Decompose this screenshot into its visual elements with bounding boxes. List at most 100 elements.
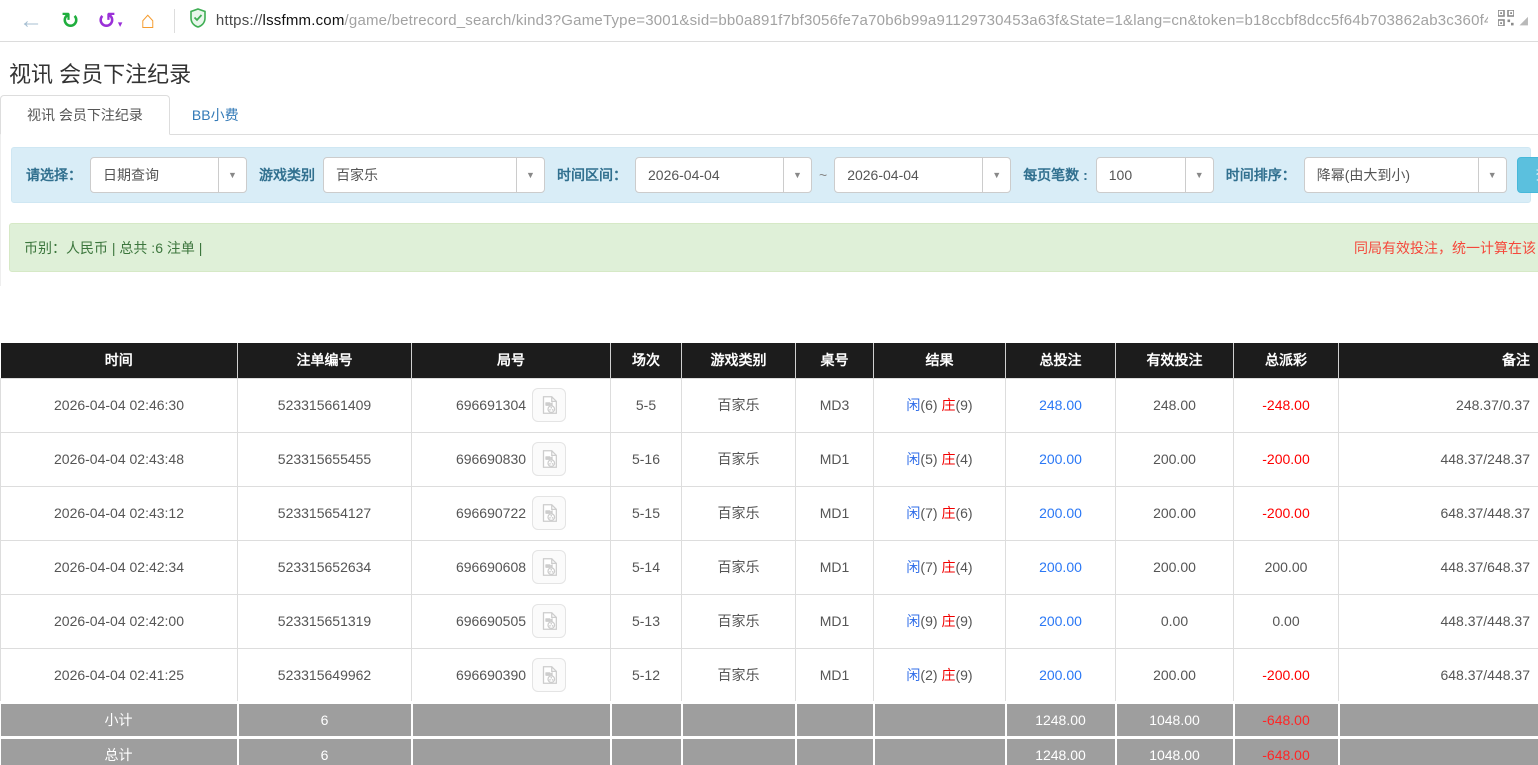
video-replay-button[interactable] [532,496,567,530]
summary-bar: 币别：人民币 | 总共 :6 注单 | 同局有效投注，统一计算在该 [9,223,1538,272]
tab-bet-records[interactable]: 视讯 会员下注纪录 [0,95,170,135]
bet-no-cell: 523315654127 [237,485,412,541]
col-header-bet-no: 注单编号 [237,343,412,378]
result-cell: 闲(2) 庄(9) [873,647,1006,703]
total-bet-link[interactable]: 200.00 [1039,613,1082,629]
page-title: 视讯 会员下注纪录 [9,62,192,87]
video-file-icon [542,450,558,468]
summary-label-cell: 总计 [0,735,239,765]
total-bet-link[interactable]: 200.00 [1039,505,1082,521]
table-row: 2026-04-04 02:41:25 523315649962 6966903… [0,647,1538,703]
browser-toolbar: ← ↻ ↺ ▾ ⌂ https://lssfmm.com/game/betreco… [0,0,1538,42]
total-bet-cell: 200.00 [1005,539,1116,595]
col-header-result: 结果 [873,343,1006,378]
total-bet-link[interactable]: 200.00 [1039,451,1082,467]
time-cell: 2026-04-04 02:41:25 [0,647,238,703]
round-no-cell: 696691304 [411,377,611,433]
total-bet-link[interactable]: 248.00 [1039,397,1082,413]
bet-records-table: 时间 注单编号 局号 场次 游戏类别 桌号 结果 总投注 有效投注 总派彩 备注… [0,343,1538,765]
banker-result: 庄 [941,666,956,683]
table-header-row: 时间 注单编号 局号 场次 游戏类别 桌号 结果 总投注 有效投注 总派彩 备注 [0,343,1538,378]
session-cell: 5-12 [610,647,682,703]
clipped-corner-icon: ◢ [1519,15,1528,27]
player-result: 闲 [906,397,921,413]
video-replay-button[interactable] [532,604,567,638]
url-path: /game/betrecord_search/kind3?GameType=30… [344,12,1488,29]
round-no-text: 696690390 [455,666,527,683]
tab-panel: 请选择： 日期查询 ▼ 游戏类别 百家乐 ▼ 时间区间： 2026-04-04 … [0,135,1538,286]
qr-code-icon[interactable] [1496,9,1515,31]
date-from-value: 2026-04-04 [648,167,720,183]
query-mode-select[interactable]: 日期查询 ▼ [90,157,247,193]
payout-cell: -248.00 [1233,377,1339,433]
undo-arrow-icon: ↺ [97,7,116,33]
search-button[interactable]: 查询 [1516,157,1538,193]
valid-bet-cell: 200.00 [1115,647,1234,703]
video-replay-button[interactable] [532,657,567,692]
total-bet-cell: 200.00 [1005,485,1116,541]
query-mode-value: 日期查询 [103,167,159,183]
bet-no-cell: 523315661409 [237,377,412,433]
banker-result: 庄 [941,451,956,467]
query-mode-label: 请选择： [26,167,82,183]
table-row: 2026-04-04 02:46:30 523315661409 6966913… [0,377,1538,433]
video-file-icon [542,612,558,630]
undo-icon[interactable]: ↺ ▾ [97,7,123,33]
video-file-icon [542,558,558,576]
video-replay-button[interactable] [532,388,567,422]
refresh-icon[interactable]: ↻ [61,7,80,33]
security-shield-icon [189,8,207,33]
game-type-label: 游戏类别 [259,167,315,183]
col-header-payout: 总派彩 [1233,343,1339,378]
player-result: 闲 [906,505,921,521]
summary-total-bet-cell: 1248.00 [1005,700,1117,737]
video-replay-button[interactable] [532,550,567,584]
chevron-down-icon[interactable]: ▼ [218,158,246,192]
date-to-select[interactable]: 2026-04-04 ▼ [834,157,1012,193]
chevron-down-icon[interactable]: ▼ [982,158,1010,192]
tab-bb-tip[interactable]: BB小费 [191,107,239,123]
payout-cell: 0.00 [1233,593,1339,649]
date-to-value: 2026-04-04 [847,167,919,183]
summary-valid-bet-cell: 1048.00 [1115,700,1235,737]
address-bar[interactable]: https://lssfmm.com/game/betrecord_search… [185,8,1488,33]
result-cell: 闲(7) 庄(4) [873,539,1006,595]
home-icon[interactable]: ⌂ [140,6,155,34]
game-type-cell: 百家乐 [681,431,796,487]
back-icon[interactable]: ← [19,6,43,34]
sort-select[interactable]: 降幂(由大到小) ▼ [1303,157,1507,193]
game-type-cell: 百家乐 [681,377,796,433]
per-page-select[interactable]: 100 ▼ [1095,157,1214,193]
per-page-label: 每页笔数 : [1023,167,1088,183]
video-replay-button[interactable] [532,442,567,476]
time-cell: 2026-04-04 02:46:30 [0,377,238,433]
total-bet-link[interactable]: 200.00 [1039,666,1082,683]
bet-records-table-wrap: 时间 注单编号 局号 场次 游戏类别 桌号 结果 总投注 有效投注 总派彩 备注… [0,343,1538,765]
chevron-down-icon[interactable]: ▼ [516,158,544,192]
table-no-cell: MD1 [795,431,874,487]
chevron-down-icon[interactable]: ▼ [1184,158,1213,192]
date-from-select[interactable]: 2026-04-04 ▼ [635,157,812,193]
video-file-icon [542,396,558,414]
summary-count-cell: 6 [237,700,413,737]
undo-dropdown-caret-icon[interactable]: ▾ [117,18,123,29]
video-file-icon [542,665,558,684]
chevron-down-icon[interactable]: ▼ [783,158,811,192]
url-text[interactable]: https://lssfmm.com/game/betrecord_search… [216,12,1488,29]
bet-no-cell: 523315655455 [237,431,412,487]
remark-cell: 448.37/648.37 [1338,539,1538,595]
player-result: 闲 [906,451,921,467]
valid-bet-cell: 200.00 [1115,539,1234,595]
chevron-down-icon[interactable]: ▼ [1477,158,1506,192]
total-bet-link[interactable]: 200.00 [1039,559,1082,575]
session-cell: 5-13 [610,593,682,649]
player-result: 闲 [906,613,921,629]
col-header-time: 时间 [0,343,238,378]
result-cell: 闲(5) 庄(4) [873,431,1006,487]
table-row: 2026-04-04 02:43:12 523315654127 6966907… [0,485,1538,541]
remark-cell: 648.37/448.37 [1338,485,1538,541]
game-type-select[interactable]: 百家乐 ▼ [323,157,545,193]
url-domain: lssfmm.com [262,12,345,29]
remark-cell: 448.37/248.37 [1338,431,1538,487]
summary-total-bet-cell: 1248.00 [1005,735,1117,765]
